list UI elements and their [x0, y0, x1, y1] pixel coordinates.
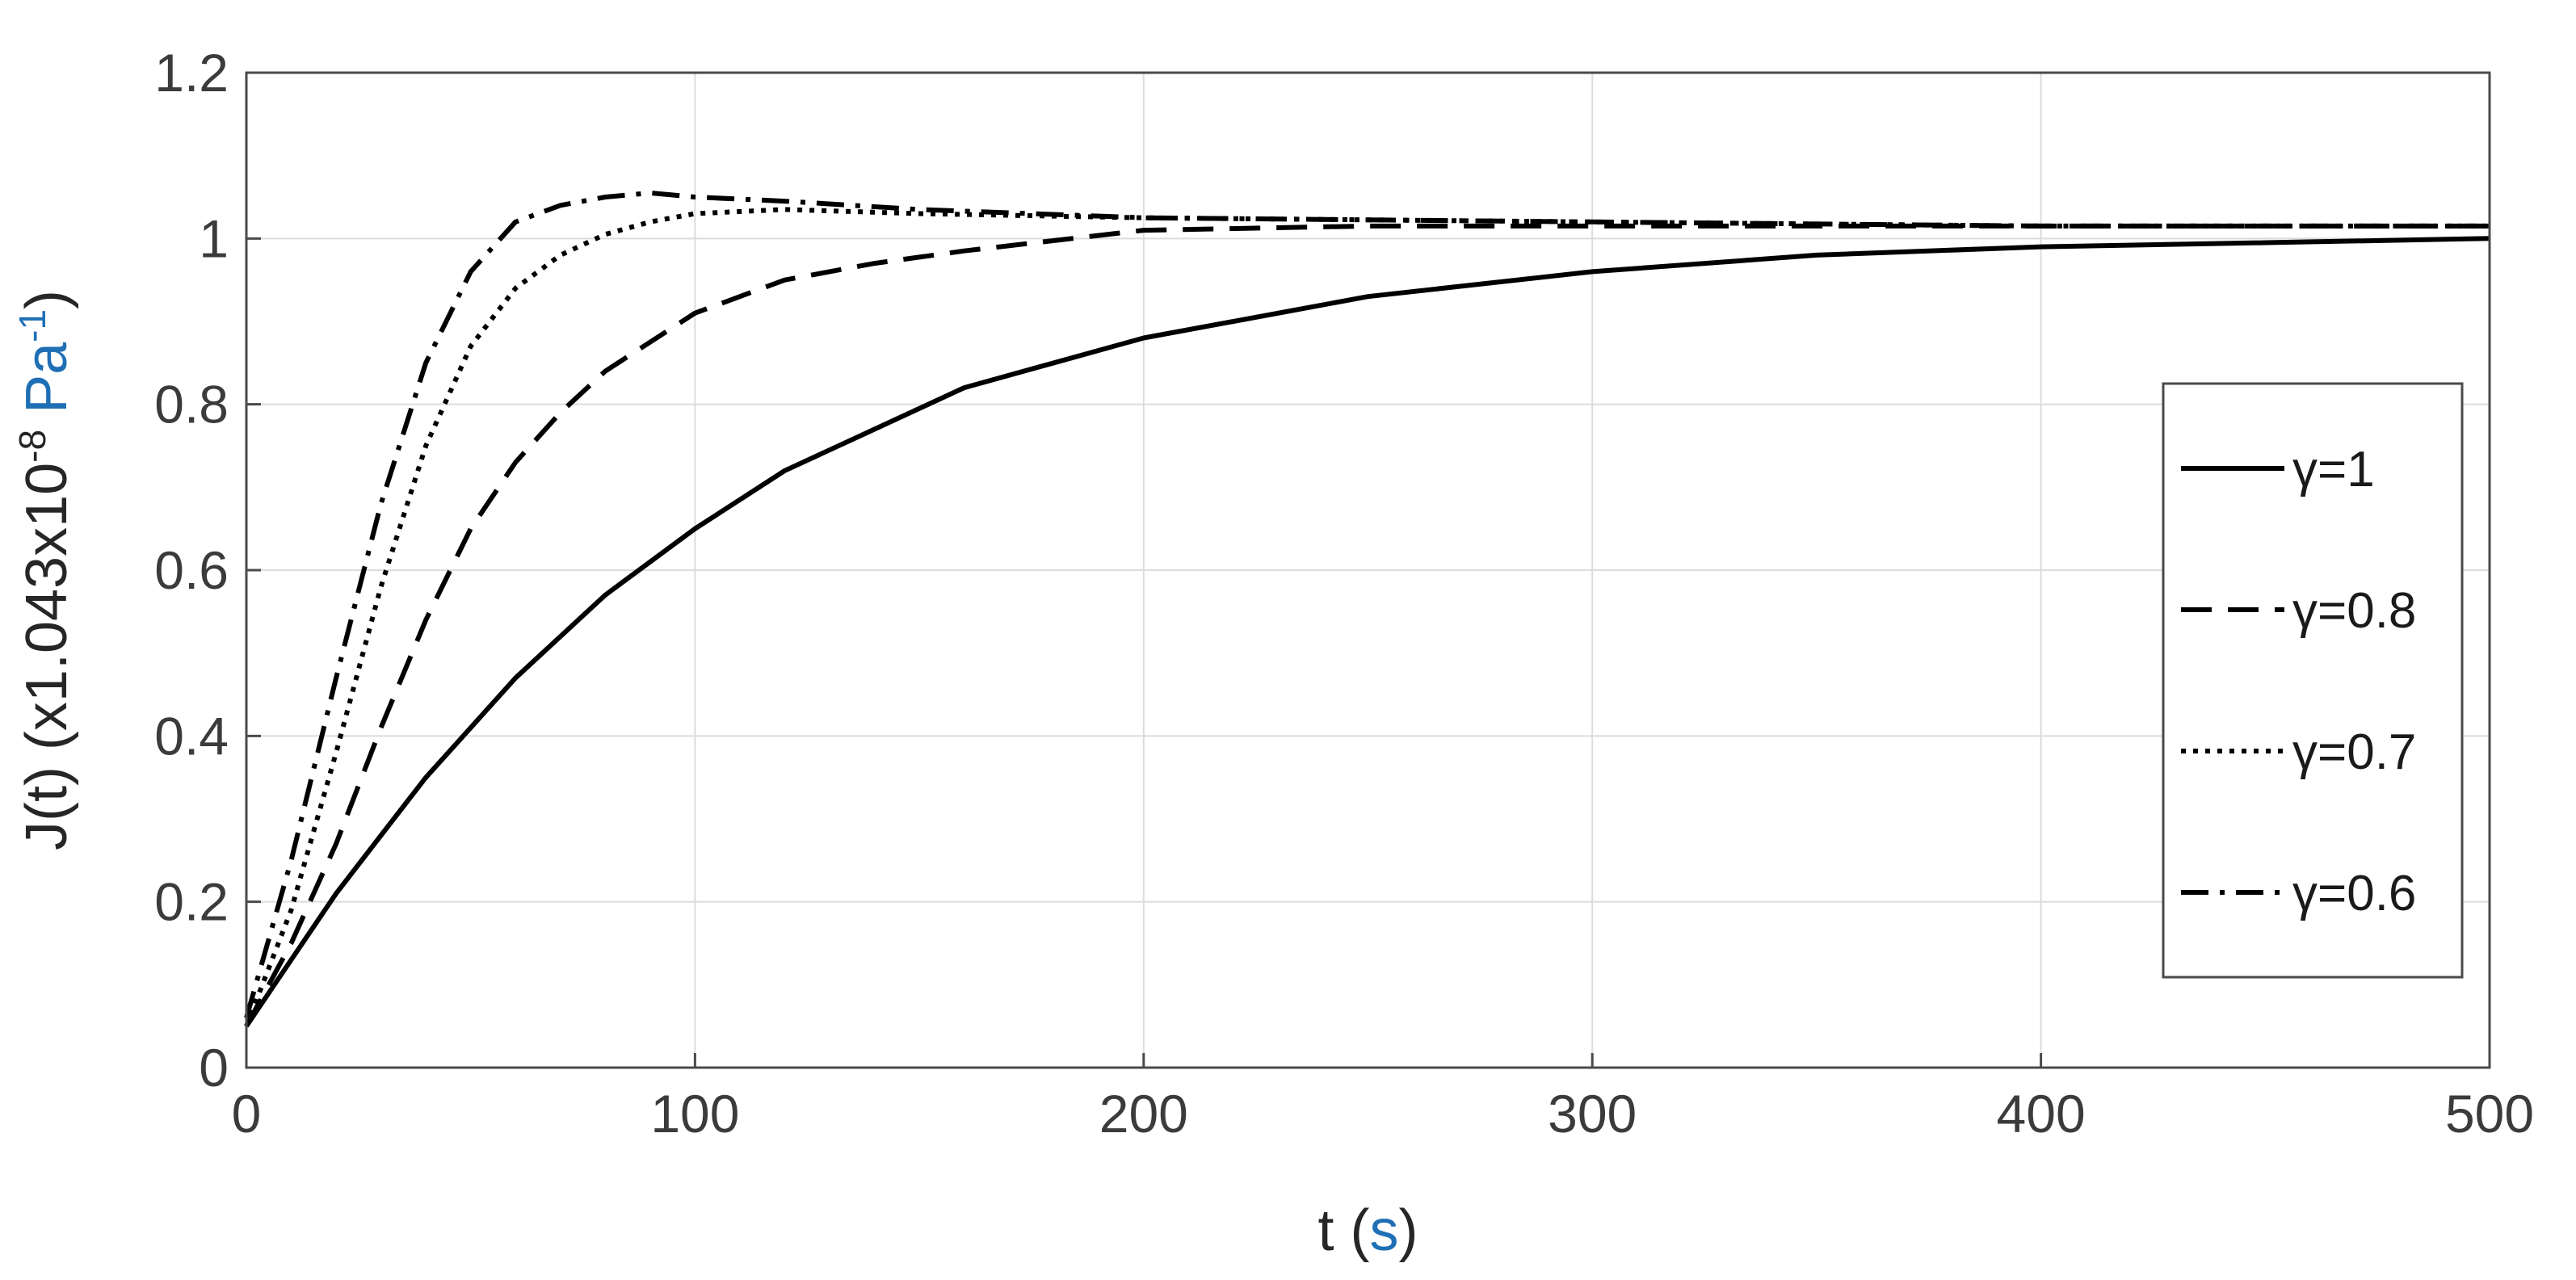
series-line-3 — [244, 190, 2490, 1019]
y-tick-label-5: 1 — [199, 208, 229, 268]
x-tick-label-3: 300 — [1548, 1084, 1637, 1144]
y-tick-label-3: 0.6 — [154, 540, 229, 600]
y-axis-title-unit: Pa — [15, 342, 79, 430]
y-axis-title-exp2: -1 — [11, 309, 53, 342]
y-axis-title-prefix: J(t) (x1.043x10 — [15, 463, 79, 850]
y-tick-label-2: 0.4 — [154, 706, 229, 766]
y-tick-label-4: 0.8 — [154, 375, 229, 434]
y-tick-label-0: 0 — [199, 1038, 229, 1097]
legend-label-2: γ=0.7 — [2292, 724, 2416, 780]
legend-label-0: γ=1 — [2292, 442, 2375, 497]
legend-items: γ=1 γ=0.8 γ=0.7 γ=0.6 — [2181, 442, 2416, 921]
x-tick-label-1: 100 — [650, 1084, 739, 1144]
series-line-2 — [244, 207, 2490, 1027]
legend-label-3: γ=0.6 — [2292, 866, 2416, 921]
x-axis-title: t (s) — [1318, 1198, 1418, 1263]
y-axis-title-exp: -8 — [11, 430, 53, 463]
series-line-1 — [244, 223, 2490, 1028]
y-axis-title-suffix: ) — [15, 290, 79, 309]
y-tick-label-1: 0.2 — [154, 872, 229, 932]
x-axis-title-unit: s — [1370, 1198, 1399, 1263]
legend: γ=1 γ=0.8 γ=0.7 γ=0.6 — [2162, 382, 2464, 979]
legend-box — [2162, 382, 2464, 979]
x-tick-label-4: 400 — [1997, 1084, 2086, 1144]
x-tick-label-0: 0 — [232, 1084, 262, 1144]
x-axis-title-var: t — [1318, 1198, 1334, 1263]
legend-label-1: γ=0.8 — [2292, 583, 2416, 639]
series-lines — [244, 190, 2490, 1028]
x-axis-ticks: 0 100 200 300 400 500 — [232, 1053, 2534, 1144]
y-axis-ticks: 0 0.2 0.4 0.6 0.8 1 1.2 — [154, 43, 261, 1097]
y-axis-title: J(t) (x1.043x10-8 Pa-1) — [11, 290, 79, 850]
y-tick-label-6: 1.2 — [154, 43, 229, 103]
series-line-0 — [244, 236, 2490, 1028]
x-tick-label-2: 200 — [1099, 1084, 1188, 1144]
x-tick-label-5: 500 — [2445, 1084, 2534, 1144]
